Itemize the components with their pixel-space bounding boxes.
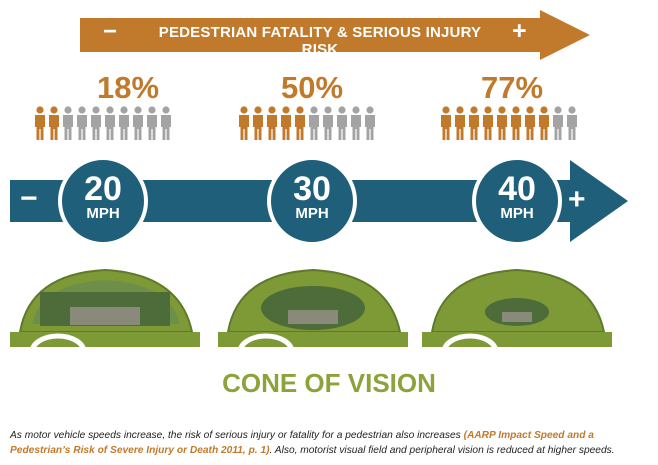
speed-minus-sign: − <box>20 182 38 215</box>
person-icon <box>553 106 563 140</box>
speed-value: 20 <box>84 170 122 208</box>
people-row-20mph <box>34 106 172 140</box>
person-icon <box>77 106 87 140</box>
person-icon <box>147 106 157 140</box>
person-icon <box>63 106 73 140</box>
caption: As motor vehicle speeds increase, the ri… <box>10 428 650 458</box>
person-icon <box>497 106 507 140</box>
caption-text-end: . Also, motorist visual field and periph… <box>269 445 615 456</box>
speed-value: 30 <box>293 170 331 208</box>
percent-40mph: 77% <box>480 70 544 105</box>
person-icon <box>35 106 45 140</box>
speed-value: 40 <box>498 170 536 208</box>
person-icon <box>295 106 305 140</box>
risk-minus-sign: − <box>103 18 118 45</box>
person-icon <box>323 106 333 140</box>
person-icon <box>483 106 493 140</box>
people-row-40mph <box>440 106 578 140</box>
windshield-view-20mph <box>10 268 200 370</box>
speed-badge-20: 20 MPH <box>58 156 148 246</box>
caption-text: As motor vehicle speeds increase, the ri… <box>10 430 464 441</box>
person-icon <box>281 106 291 140</box>
risk-title: PEDESTRIAN FATALITY & SERIOUS INJURY RIS… <box>158 24 482 58</box>
person-icon <box>469 106 479 140</box>
person-icon <box>105 106 115 140</box>
person-icon <box>253 106 263 140</box>
person-icon <box>267 106 277 140</box>
risk-plus-sign: + <box>512 17 527 45</box>
speed-unit: MPH <box>500 205 534 222</box>
person-icon <box>91 106 101 140</box>
person-icon <box>351 106 361 140</box>
speed-unit: MPH <box>295 205 329 222</box>
speed-badge-40: 40 MPH <box>472 156 562 246</box>
person-icon <box>161 106 171 140</box>
cone-of-vision-label: CONE OF VISION <box>222 368 436 398</box>
person-icon <box>337 106 347 140</box>
speed-plus-sign: + <box>568 183 586 216</box>
speed-badge-30: 30 MPH <box>267 156 357 246</box>
person-icon <box>309 106 319 140</box>
person-icon <box>119 106 129 140</box>
person-icon <box>511 106 521 140</box>
speed-unit: MPH <box>86 205 120 222</box>
person-icon <box>567 106 577 140</box>
people-row-30mph <box>238 106 376 140</box>
percent-30mph: 50% <box>280 70 344 105</box>
windshield-view-30mph <box>218 268 408 370</box>
windshield-view-40mph <box>422 268 612 370</box>
person-icon <box>133 106 143 140</box>
person-icon <box>525 106 535 140</box>
percent-20mph: 18% <box>96 70 160 105</box>
person-icon <box>239 106 249 140</box>
person-icon <box>539 106 549 140</box>
risk-arrow <box>80 10 590 60</box>
caption-citation: (AARP Impact Speed and a Pedestrian’s Ri… <box>10 430 594 456</box>
person-icon <box>365 106 375 140</box>
person-icon <box>455 106 465 140</box>
person-icon <box>441 106 451 140</box>
person-icon <box>49 106 59 140</box>
